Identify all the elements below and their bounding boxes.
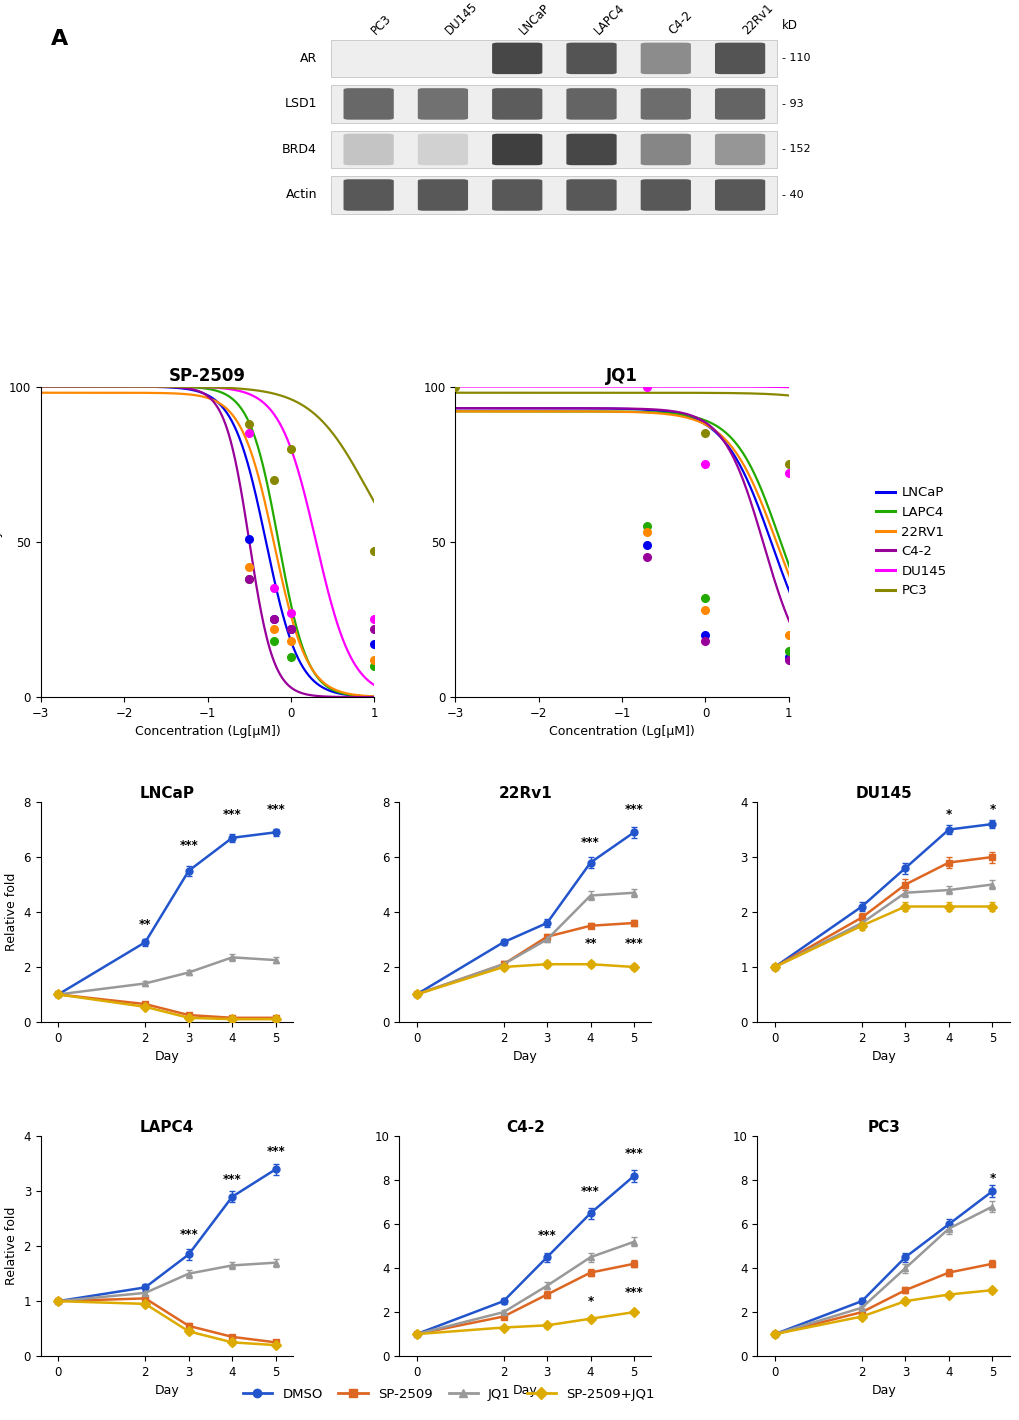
FancyBboxPatch shape: [343, 179, 393, 210]
Text: ***: ***: [624, 937, 643, 950]
Text: *: *: [988, 802, 995, 816]
Text: kD: kD: [782, 18, 797, 31]
Text: PC3: PC3: [368, 11, 393, 37]
Text: - 40: - 40: [782, 190, 803, 200]
X-axis label: Day: Day: [513, 1384, 537, 1397]
Text: *: *: [988, 1172, 995, 1184]
Title: SP-2509: SP-2509: [169, 366, 246, 385]
Text: *: *: [587, 1295, 593, 1308]
FancyBboxPatch shape: [418, 133, 468, 165]
FancyBboxPatch shape: [566, 43, 616, 74]
Text: ***: ***: [624, 802, 643, 816]
Text: AR: AR: [300, 53, 317, 65]
Text: LNCaP: LNCaP: [517, 1, 552, 37]
FancyBboxPatch shape: [640, 43, 690, 74]
Text: Actin: Actin: [285, 189, 317, 202]
Bar: [331, 85, 776, 122]
FancyBboxPatch shape: [491, 179, 542, 210]
Bar: [331, 176, 776, 214]
FancyBboxPatch shape: [640, 179, 690, 210]
Text: C4-2: C4-2: [665, 9, 694, 37]
FancyBboxPatch shape: [714, 133, 764, 165]
FancyBboxPatch shape: [491, 43, 542, 74]
Title: LNCaP: LNCaP: [140, 785, 195, 801]
FancyBboxPatch shape: [566, 88, 616, 119]
Text: ***: ***: [537, 1228, 556, 1241]
FancyBboxPatch shape: [566, 133, 616, 165]
FancyBboxPatch shape: [491, 88, 542, 119]
Title: 22Rv1: 22Rv1: [498, 785, 551, 801]
Text: ***: ***: [179, 839, 198, 852]
Title: DU145: DU145: [854, 785, 911, 801]
FancyBboxPatch shape: [418, 179, 468, 210]
Text: ***: ***: [581, 836, 599, 849]
Text: ***: ***: [266, 1146, 285, 1159]
FancyBboxPatch shape: [714, 179, 764, 210]
X-axis label: Day: Day: [513, 1051, 537, 1064]
Text: **: **: [139, 919, 151, 932]
Text: **: **: [584, 937, 596, 950]
Bar: [331, 131, 776, 169]
FancyBboxPatch shape: [343, 133, 393, 165]
X-axis label: Concentration (Lg[μM]): Concentration (Lg[μM]): [548, 726, 694, 738]
Text: ***: ***: [222, 1173, 242, 1186]
Text: A: A: [51, 28, 67, 50]
Title: C4-2: C4-2: [505, 1120, 544, 1135]
Text: - 93: - 93: [782, 99, 803, 109]
Title: LAPC4: LAPC4: [140, 1120, 194, 1135]
Y-axis label: Relative fold: Relative fold: [5, 1207, 18, 1285]
X-axis label: Concentration (Lg[μM]): Concentration (Lg[μM]): [135, 726, 280, 738]
FancyBboxPatch shape: [491, 133, 542, 165]
Text: - 152: - 152: [782, 145, 810, 155]
Text: ***: ***: [624, 1287, 643, 1299]
Text: LSD1: LSD1: [284, 98, 317, 111]
Text: BRD4: BRD4: [282, 143, 317, 156]
X-axis label: Day: Day: [870, 1384, 895, 1397]
FancyBboxPatch shape: [640, 88, 690, 119]
FancyBboxPatch shape: [714, 43, 764, 74]
Text: ***: ***: [624, 1147, 643, 1160]
Legend: DMSO, SP-2509, JQ1, SP-2509+JQ1: DMSO, SP-2509, JQ1, SP-2509+JQ1: [237, 1383, 659, 1406]
Title: JQ1: JQ1: [605, 366, 637, 385]
Text: ***: ***: [581, 1184, 599, 1198]
FancyBboxPatch shape: [418, 88, 468, 119]
X-axis label: Day: Day: [155, 1051, 179, 1064]
Legend: LNCaP, LAPC4, 22RV1, C4-2, DU145, PC3: LNCaP, LAPC4, 22RV1, C4-2, DU145, PC3: [875, 486, 946, 598]
Y-axis label: Relative fold: Relative fold: [5, 873, 18, 951]
Text: ***: ***: [222, 808, 242, 821]
Text: ***: ***: [266, 802, 285, 816]
Text: DU145: DU145: [442, 0, 480, 37]
FancyBboxPatch shape: [343, 88, 393, 119]
Text: ***: ***: [179, 1228, 198, 1241]
X-axis label: Day: Day: [155, 1384, 179, 1397]
Bar: [331, 40, 776, 77]
Text: - 110: - 110: [782, 54, 810, 64]
Text: LAPC4: LAPC4: [591, 1, 627, 37]
Y-axis label: Viability (%): Viability (%): [0, 504, 3, 579]
FancyBboxPatch shape: [566, 179, 616, 210]
Title: PC3: PC3: [866, 1120, 899, 1135]
Text: *: *: [945, 808, 951, 821]
X-axis label: Day: Day: [870, 1051, 895, 1064]
FancyBboxPatch shape: [714, 88, 764, 119]
Text: 22Rv1: 22Rv1: [740, 1, 775, 37]
FancyBboxPatch shape: [640, 133, 690, 165]
